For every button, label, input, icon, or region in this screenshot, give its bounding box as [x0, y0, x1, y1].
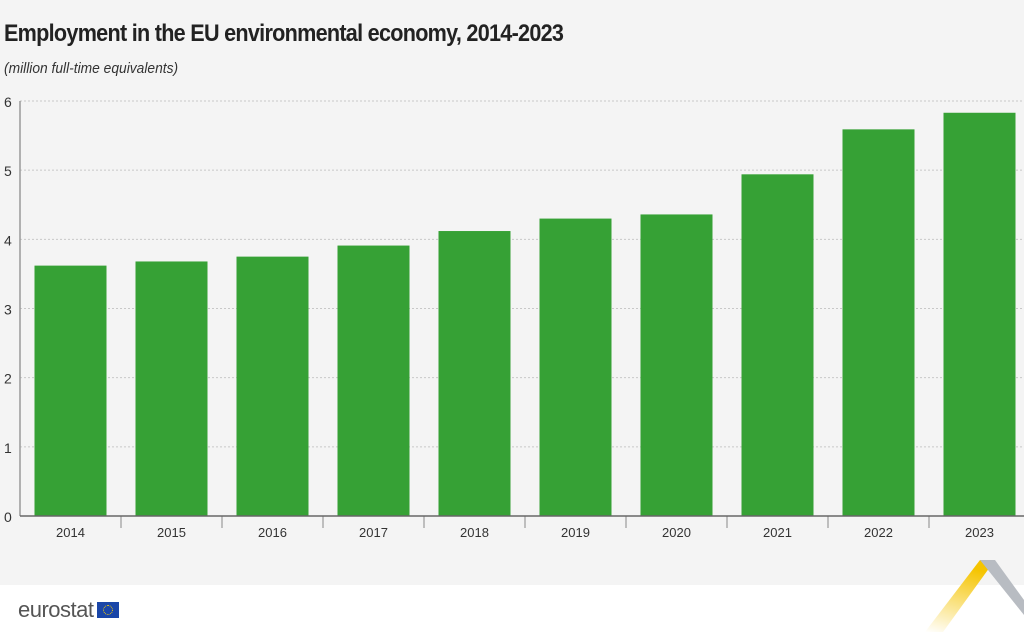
- chart-subtitle: (million full-time equivalents): [4, 60, 179, 77]
- bar-2023: [943, 112, 1016, 516]
- bar-2017: [337, 245, 410, 516]
- eu-flag-icon: [96, 602, 119, 618]
- x-tick-label: 2016: [258, 525, 287, 540]
- x-tick-label: 2020: [662, 525, 691, 540]
- bar-2022: [842, 129, 915, 516]
- y-tick-label: 1: [4, 440, 12, 456]
- x-tick-label: 2015: [157, 525, 186, 540]
- y-tick-label: 5: [4, 163, 12, 179]
- y-tick-label: 2: [4, 371, 12, 387]
- x-tick-label: 2021: [763, 525, 792, 540]
- bar-2018: [438, 231, 511, 517]
- y-tick-label: 6: [4, 94, 12, 110]
- x-tick-label: 2014: [56, 525, 85, 540]
- x-tick-label: 2019: [561, 525, 590, 540]
- bar-2020: [640, 214, 713, 516]
- y-tick-label: 3: [4, 302, 12, 318]
- eurostat-logo: eurostat: [18, 597, 119, 623]
- x-tick-label: 2023: [965, 525, 994, 540]
- bar-2015: [135, 261, 208, 516]
- x-tick-label: 2018: [460, 525, 489, 540]
- y-tick-label: 0: [4, 509, 12, 525]
- decorative-chevron-icon: [925, 560, 1024, 632]
- y-tick-label: 4: [4, 232, 12, 248]
- bar-2016: [236, 256, 309, 516]
- bar-chart: 0 1 2 3 4 5 6 2014 2015 2016 2017 2018 2019 2020 2021 2…: [4, 94, 1024, 540]
- bar-2014: [34, 265, 107, 516]
- logo-text: eurostat: [18, 597, 94, 622]
- x-tick-label: 2017: [359, 525, 388, 540]
- chart-title: Employment in the EU environmental econo…: [4, 20, 564, 47]
- bar-2019: [539, 218, 612, 517]
- x-tick-label: 2022: [864, 525, 893, 540]
- bar-2021: [741, 174, 814, 517]
